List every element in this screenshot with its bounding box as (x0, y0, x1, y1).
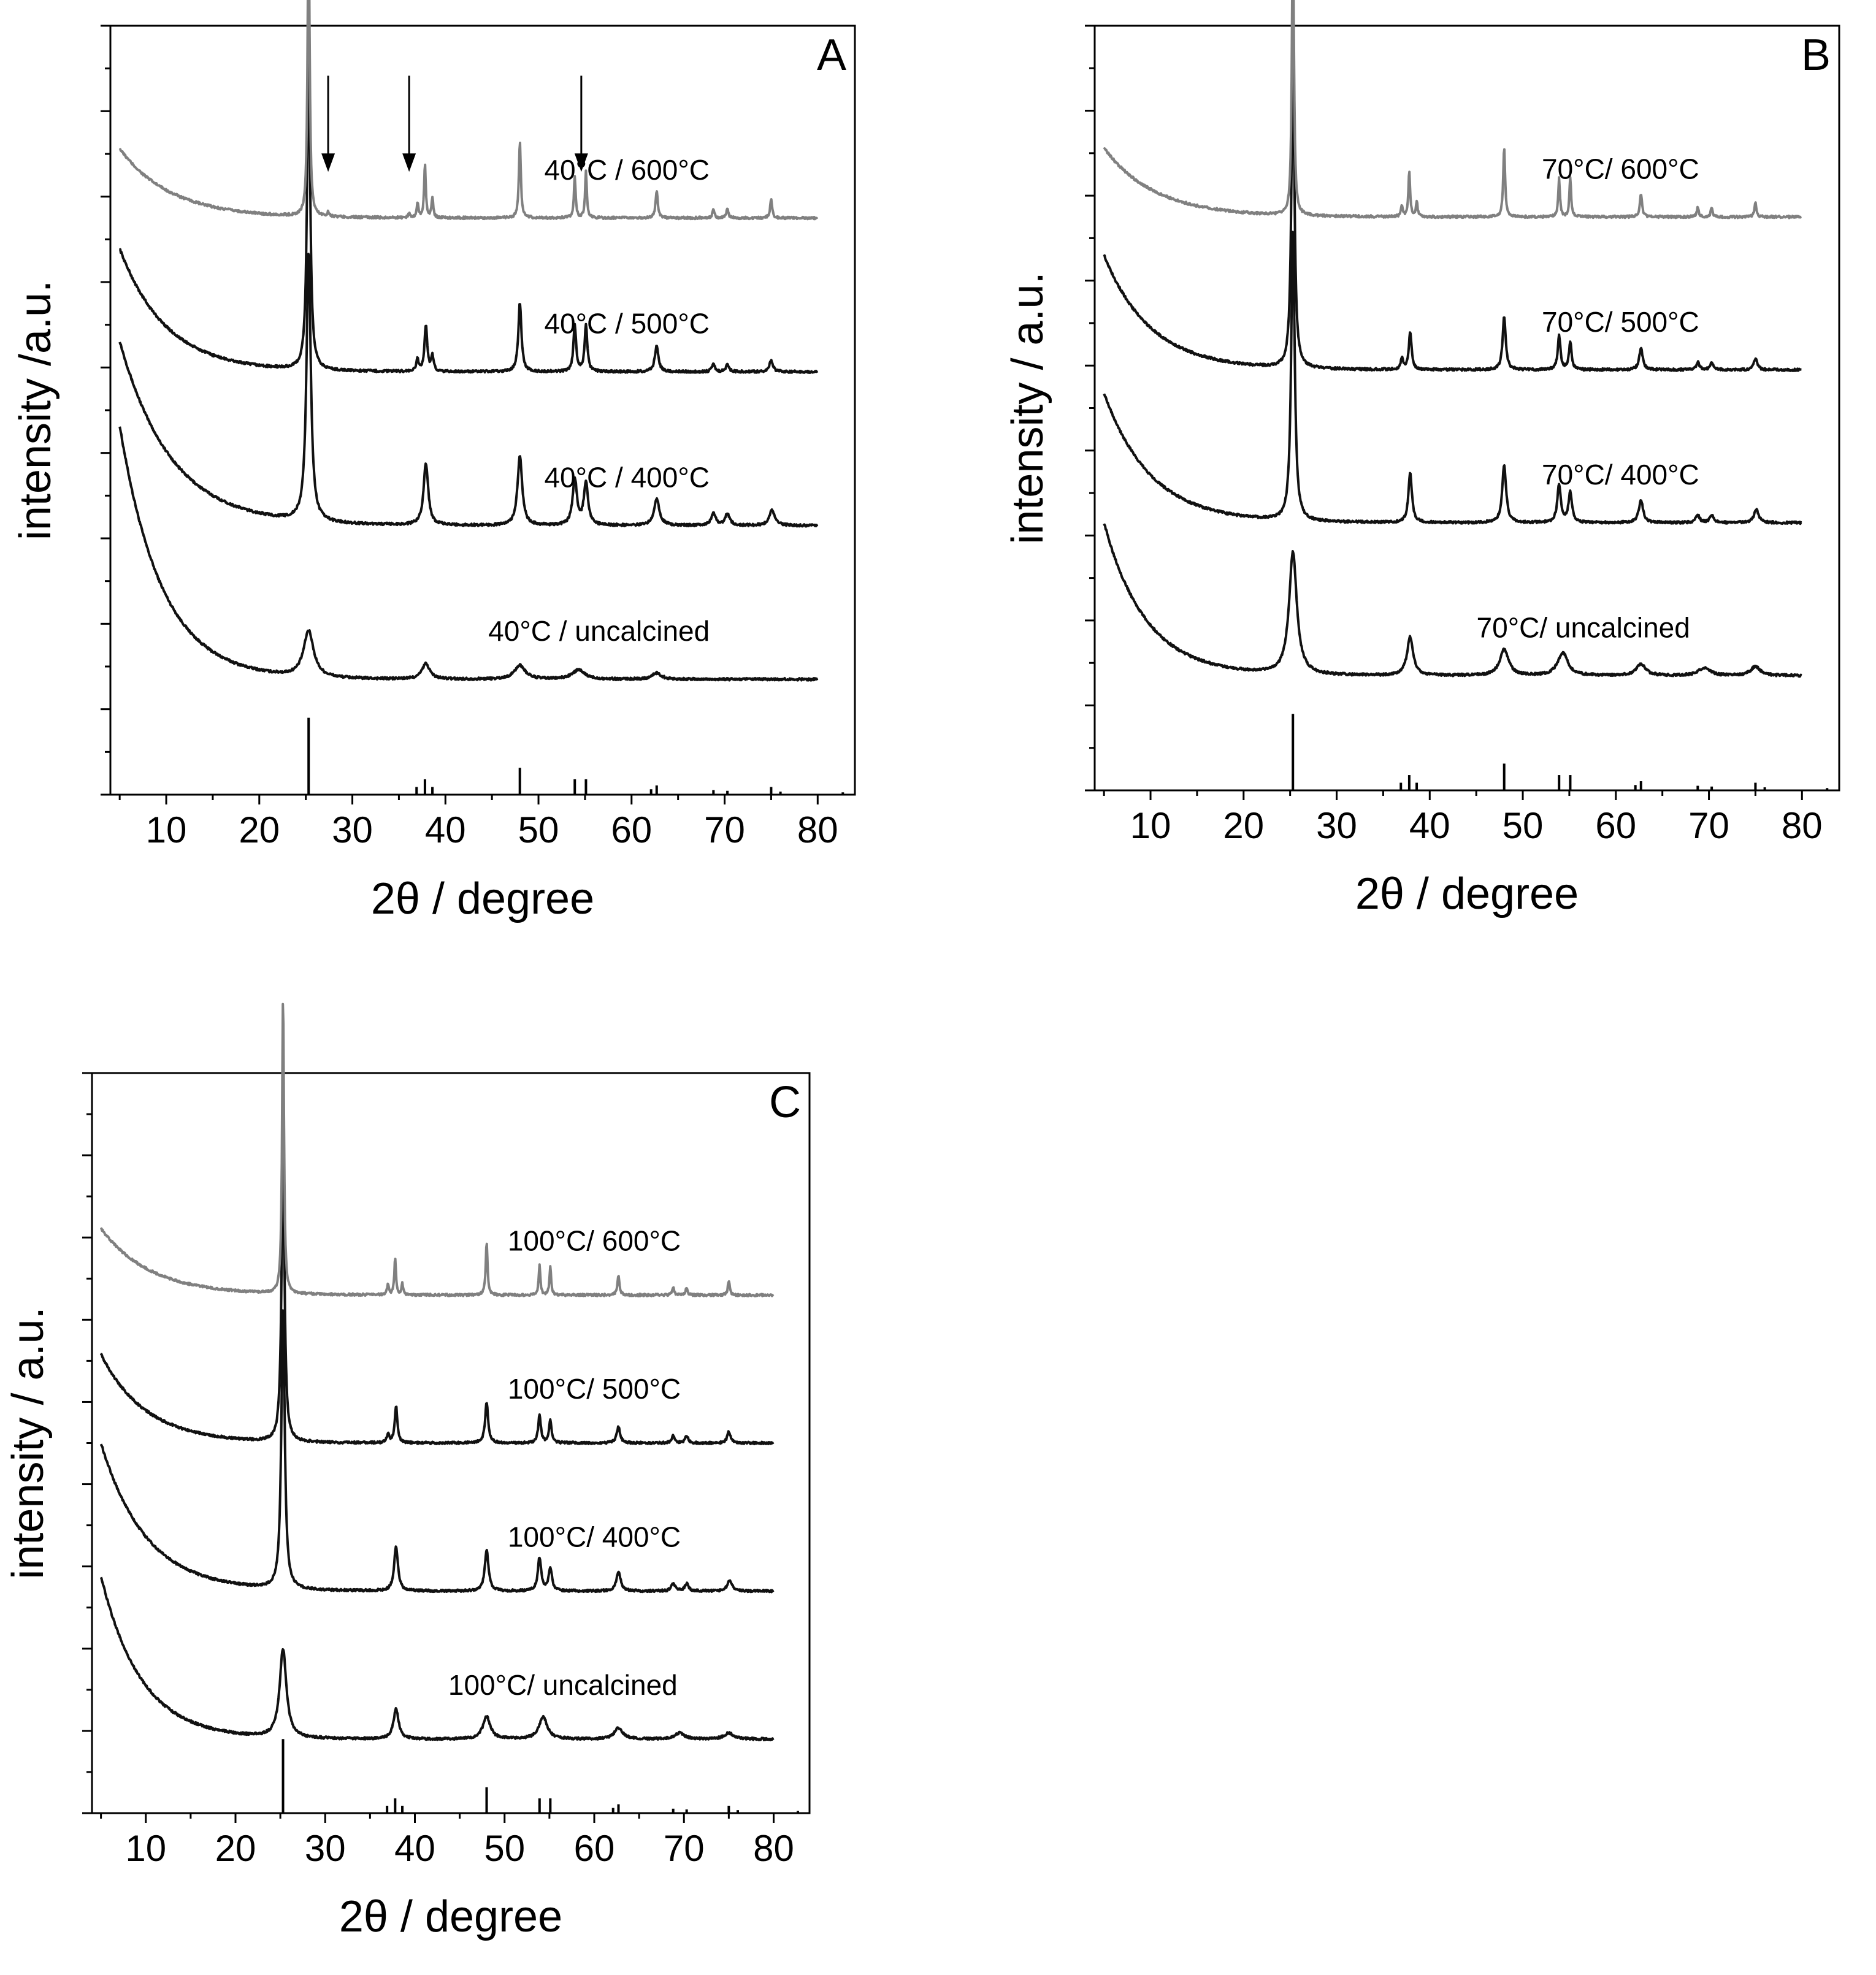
x-tick-label: 70 (704, 809, 745, 850)
pattern-line (99, 1309, 775, 1594)
x-tick-label: 10 (125, 1828, 166, 1869)
series-label: 40°C / uncalcined (488, 615, 710, 647)
panel-label: C (769, 1078, 801, 1127)
series-label: 70°C/ 500°C (1542, 306, 1699, 338)
pattern-line (99, 1003, 775, 1297)
x-tick-label: 60 (1595, 805, 1636, 846)
series-label: 100°C/ 400°C (508, 1521, 681, 1553)
series-label: 40°C / 500°C (544, 308, 710, 340)
arrow-head (402, 153, 416, 172)
y-axis-label: intensity /a.u. (11, 280, 60, 540)
series-label: 100°C/ 500°C (508, 1373, 681, 1405)
x-tick-label: 30 (1316, 805, 1357, 846)
pattern-line (1103, 231, 1802, 525)
x-axis-label: 2θ / degree (339, 1892, 562, 1941)
x-tick-label: 50 (484, 1828, 525, 1869)
arrow-head (574, 153, 588, 172)
pattern-line (1103, 0, 1802, 220)
x-tick-label: 60 (611, 809, 652, 850)
series-label: 70°C/ 600°C (1542, 153, 1699, 185)
series-label: 40°C / 600°C (544, 154, 710, 186)
series-label: 100°C/ uncalcined (448, 1669, 678, 1701)
series-label: 70°C/ 400°C (1542, 459, 1699, 491)
x-tick-label: 80 (797, 809, 838, 850)
x-tick-label: 20 (215, 1828, 256, 1869)
series-label: 100°C/ 600°C (508, 1225, 681, 1257)
arrow-head (321, 153, 335, 172)
pattern-line (118, 55, 819, 374)
x-tick-label: 20 (1223, 805, 1264, 846)
pattern-line (118, 0, 819, 221)
x-tick-label: 40 (394, 1828, 435, 1869)
pattern-line (118, 253, 819, 528)
x-tick-label: 50 (518, 809, 559, 850)
x-tick-label: 70 (1688, 805, 1729, 846)
x-tick-label: 80 (753, 1828, 794, 1869)
series-label: 40°C / 400°C (544, 461, 710, 493)
pattern-line (118, 426, 819, 682)
panel-label: B (1801, 31, 1831, 80)
x-tick-label: 40 (425, 809, 466, 850)
x-tick-label: 50 (1503, 805, 1544, 846)
x-tick-label: 60 (574, 1828, 615, 1869)
pattern-line (99, 1153, 775, 1446)
panel-c: 10 20 30 40 50 60 70 80 2θ / degree intensity / a… (4, 1003, 811, 1941)
series-label: 70°C/ uncalcined (1477, 612, 1690, 644)
panel-b: 10 20 30 40 50 60 70 80 2θ / degree intensity / a… (1003, 0, 1840, 919)
x-tick-label: 20 (239, 809, 280, 850)
x-tick-label: 40 (1409, 805, 1450, 846)
x-tick-label: 80 (1782, 805, 1823, 846)
x-tick-label: 10 (1130, 805, 1171, 846)
x-tick-label: 70 (664, 1828, 705, 1869)
pattern-line (1103, 64, 1802, 372)
x-tick-label: 10 (146, 809, 187, 850)
panel-label: A (817, 31, 846, 80)
pattern-line (1103, 523, 1802, 678)
panel-a: 10 20 30 40 50 60 70 80 2θ / degree intensity /a.… (11, 0, 856, 923)
x-tick-label: 30 (305, 1828, 346, 1869)
pattern-line (99, 1576, 775, 1741)
x-tick-label: 30 (332, 809, 373, 850)
x-axis-label: 2θ / degree (1355, 869, 1579, 919)
x-axis-label: 2θ / degree (371, 874, 594, 923)
y-axis-label: intensity / a.u. (1003, 272, 1052, 544)
y-axis-label: intensity / a.u. (4, 1307, 53, 1579)
